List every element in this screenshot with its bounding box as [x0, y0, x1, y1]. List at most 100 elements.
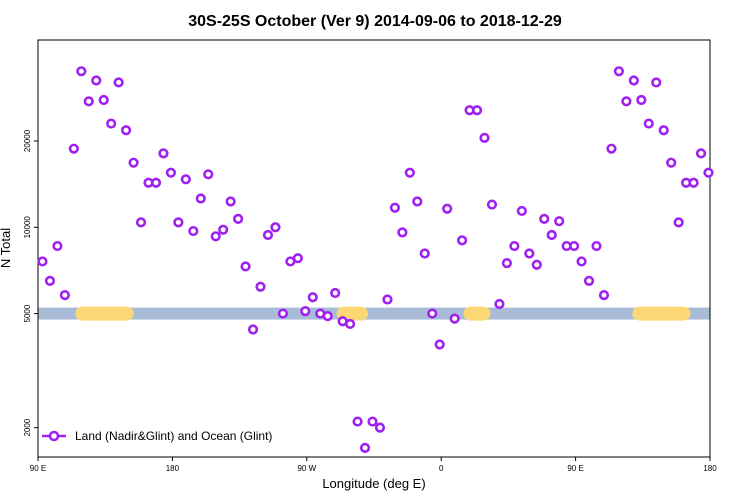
data-point — [37, 256, 48, 267]
data-point — [165, 167, 177, 178]
land-segment — [75, 306, 134, 321]
data-point — [613, 66, 625, 77]
x-tick-label: 180 — [166, 464, 180, 473]
data-point — [524, 248, 535, 259]
data-point — [486, 199, 498, 210]
data-point — [307, 292, 318, 303]
data-point — [255, 281, 266, 292]
x-axis-label: Longitude (deg E) — [322, 476, 425, 491]
data-point — [397, 227, 408, 238]
data-point — [150, 177, 162, 188]
data-point — [666, 157, 677, 168]
data-point — [389, 202, 401, 213]
data-point — [210, 231, 221, 242]
data-point — [262, 229, 274, 241]
data-point — [412, 196, 423, 207]
data-point — [292, 253, 303, 264]
data-point — [427, 308, 438, 319]
data-point — [173, 217, 184, 228]
data-point — [449, 313, 460, 324]
data-point — [546, 229, 557, 241]
data-point — [44, 275, 56, 287]
data-point — [688, 177, 699, 188]
data-point — [494, 298, 505, 310]
data-point — [658, 125, 669, 136]
data-point — [539, 213, 550, 224]
data-point — [404, 167, 415, 178]
x-tick-label: 0 — [439, 464, 444, 473]
data-point — [158, 148, 169, 159]
data-point — [277, 308, 289, 319]
data-point — [300, 306, 311, 317]
data-point — [516, 205, 527, 217]
data-point — [83, 96, 94, 107]
data-point — [68, 143, 79, 154]
data-point — [352, 416, 363, 427]
ocean-band — [38, 307, 710, 320]
data-point — [225, 196, 236, 207]
y-tick-label: 5000 — [23, 304, 32, 322]
data-point — [554, 216, 565, 227]
data-point — [52, 240, 63, 252]
x-tick-label: 90 W — [297, 464, 316, 473]
land-segment — [463, 306, 491, 321]
y-axis-label: N Total — [0, 228, 13, 268]
y-tick-label: 2000 — [23, 418, 32, 436]
data-point — [591, 240, 602, 252]
data-point — [434, 339, 445, 350]
data-point — [501, 257, 513, 269]
data-point — [374, 422, 386, 433]
data-point — [703, 167, 714, 178]
data-point — [636, 94, 647, 106]
x-axis-ticks: 90 E 180 90 W 0 90 E 180 — [30, 457, 717, 473]
x-tick-label: 180 — [703, 464, 717, 473]
y-tick-label: 20000 — [23, 129, 32, 152]
data-point — [218, 224, 229, 235]
y-axis-ticks: 2000 5000 10000 20000 — [23, 129, 38, 437]
data-point — [91, 75, 102, 86]
chart-title: 30S-25S October (Ver 9) 2014-09-06 to 20… — [188, 13, 562, 30]
data-point — [59, 289, 70, 301]
data-point — [345, 318, 356, 330]
data-point — [643, 118, 654, 129]
data-point — [270, 222, 281, 233]
x-tick-label: 90 E — [30, 464, 46, 473]
data-point — [442, 203, 453, 214]
x-tick-label: 90 E — [567, 464, 583, 473]
y-tick-label: 10000 — [23, 216, 32, 239]
data-point — [576, 256, 587, 267]
data-points — [37, 66, 714, 453]
legend-label: Land (Nadir&Glint) and Ocean (Glint) — [75, 429, 272, 443]
data-point — [240, 261, 251, 272]
data-point — [621, 96, 632, 107]
land-segment — [632, 306, 691, 321]
data-point — [382, 294, 393, 305]
data-point — [322, 310, 333, 322]
data-point — [188, 225, 199, 237]
legend-marker-swatch — [48, 430, 60, 442]
data-point — [419, 248, 430, 259]
data-point — [106, 118, 117, 129]
data-point — [135, 217, 147, 228]
data-point — [509, 240, 520, 252]
data-point — [583, 275, 595, 287]
data-point — [76, 66, 87, 77]
data-point — [479, 132, 490, 143]
data-point — [113, 77, 124, 88]
data-point — [457, 235, 468, 246]
data-point — [195, 193, 206, 204]
data-point — [203, 169, 214, 180]
data-point — [330, 287, 341, 299]
data-point — [180, 174, 191, 185]
data-point — [367, 416, 378, 427]
data-point — [569, 240, 580, 252]
data-point — [673, 217, 684, 228]
data-point — [233, 213, 244, 224]
data-point — [98, 94, 109, 106]
data-point — [121, 125, 132, 136]
data-point — [128, 157, 139, 168]
data-point — [359, 442, 371, 453]
data-point — [651, 77, 662, 88]
